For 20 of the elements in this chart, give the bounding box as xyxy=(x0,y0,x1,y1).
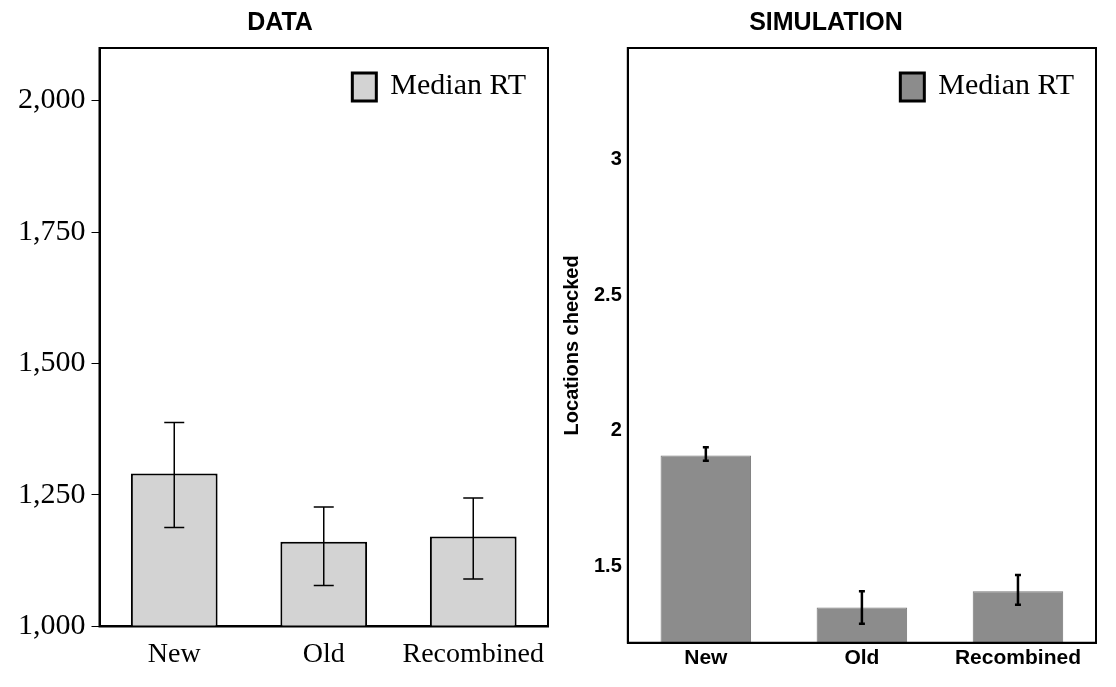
legend-label: Median RT xyxy=(938,66,1075,100)
y-tick-label: 1,000 xyxy=(18,607,86,641)
x-tick-label: Old xyxy=(302,636,345,668)
y-tick-label: 1,750 xyxy=(18,212,86,246)
x-tick-label: New xyxy=(684,645,729,669)
y-tick-label: 1,250 xyxy=(18,475,86,509)
y-tick-label: 2,000 xyxy=(18,81,86,115)
chart-title: DATA xyxy=(247,6,313,35)
y-tick-label: 2 xyxy=(610,418,622,441)
legend-label: Median RT xyxy=(390,66,527,100)
y-tick-label: 2.5 xyxy=(593,282,622,305)
y-tick-label: 3 xyxy=(610,146,622,169)
x-tick-label: Recombined xyxy=(402,636,545,668)
x-tick-label: Old xyxy=(844,645,880,669)
x-tick-label: Recombined xyxy=(954,645,1081,669)
y-tick-label: 1.5 xyxy=(593,554,622,577)
y-tick-label: 1,500 xyxy=(18,344,86,378)
y-axis-title: Locations checked xyxy=(559,255,582,436)
x-tick-label: New xyxy=(147,636,202,668)
chart-title: SIMULATION xyxy=(749,6,903,35)
